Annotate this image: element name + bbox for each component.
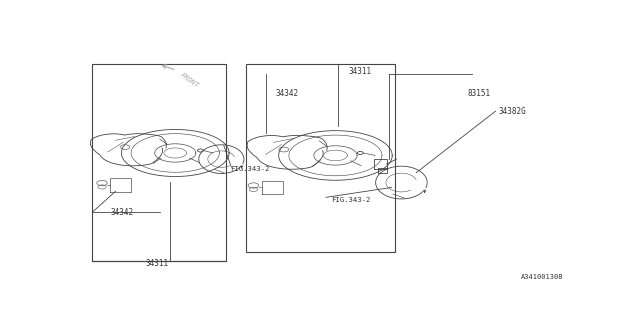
Text: 34311: 34311: [349, 67, 372, 76]
Text: 34342: 34342: [111, 208, 134, 217]
Text: 83151: 83151: [468, 89, 491, 98]
Text: 34382G: 34382G: [498, 107, 526, 116]
Text: 34311: 34311: [145, 259, 168, 268]
Text: FRONT: FRONT: [179, 72, 200, 89]
Text: A341001308: A341001308: [521, 274, 564, 280]
Text: 34342: 34342: [276, 89, 299, 98]
Bar: [92, 64, 227, 261]
Text: FIG.343-2: FIG.343-2: [230, 166, 269, 172]
Bar: [246, 64, 395, 252]
Text: FIG.343-2: FIG.343-2: [331, 197, 371, 203]
